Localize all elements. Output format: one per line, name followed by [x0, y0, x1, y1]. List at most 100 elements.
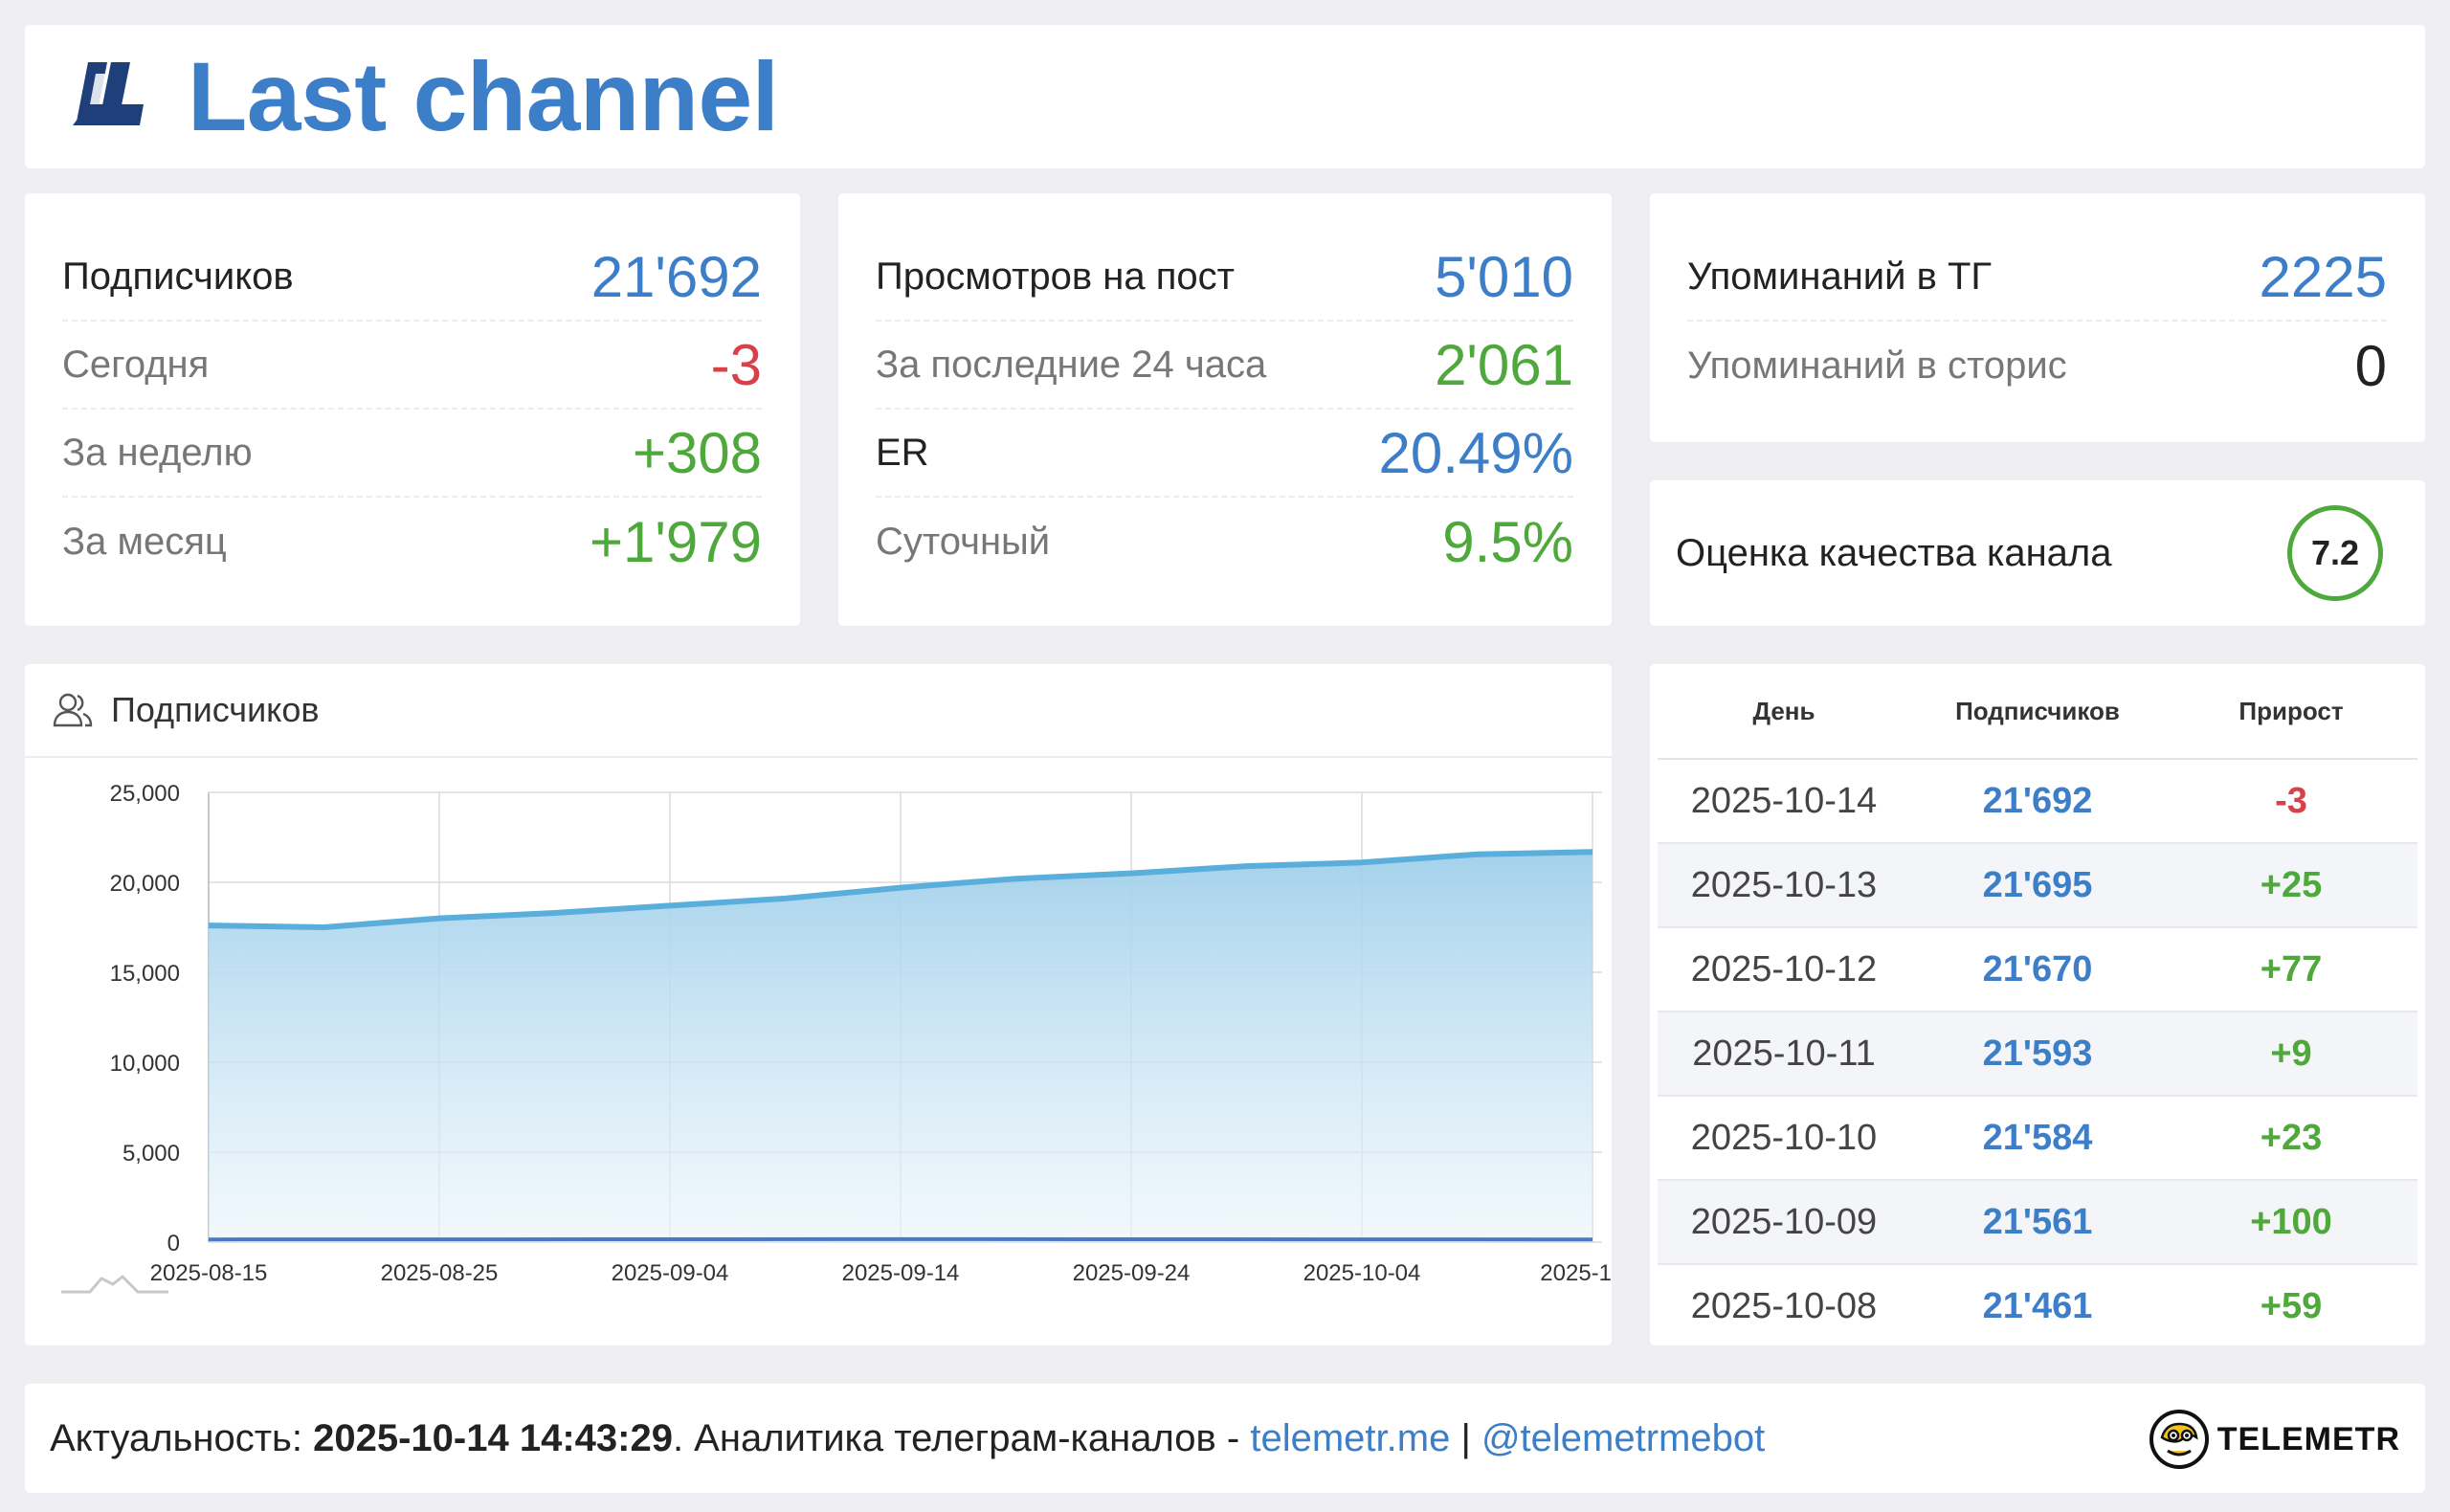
stat-row: ER 20.49%	[876, 410, 1573, 498]
quality-card: Оценка качества канала 7.2	[1650, 480, 2425, 626]
table-row: 2025-10-13 21'695 +25	[1658, 844, 2417, 928]
stat-value: -3	[710, 332, 762, 397]
table-row: 2025-10-11 21'593 +9	[1658, 1012, 2417, 1097]
stat-value: +308	[632, 420, 762, 485]
chart-header: Подписчиков	[25, 664, 1612, 758]
channel-logo-icon	[73, 62, 144, 125]
brand-name: TELEMETR	[2216, 1420, 2400, 1457]
page-title: Last channel	[188, 41, 779, 151]
stat-value: +1'979	[590, 509, 762, 574]
stat-value: 5'010	[1435, 244, 1573, 309]
daily-table-card: День Подписчиков Прирост 2025-10-14 21'69…	[1650, 664, 2425, 1345]
cell-growth: +100	[2250, 1201, 2332, 1242]
stat-row: За месяц +1'979	[62, 498, 762, 586]
stat-label: Подписчиков	[62, 255, 294, 298]
x-tick-label: 2025-08-15	[150, 1260, 268, 1286]
footer-text: Актуальность: 2025-10-14 14:43:29. Анали…	[50, 1417, 1765, 1460]
subscribers-chart: 0 5,000 10,000 15,000 20,000 25,000 2025-08-15…	[61, 781, 1612, 1294]
table-body: 2025-10-14 21'692 -3 2025-10-13 21'695 +25 202…	[1658, 760, 2417, 1345]
column-day: День	[1752, 696, 1815, 725]
cell-subscribers: 21'692	[1982, 780, 2093, 821]
cell-growth: +9	[2270, 1033, 2312, 1074]
cell-day: 2025-10-12	[1690, 948, 1878, 989]
subscribers-card: Подписчиков 21'692 Сегодня -3 За неделю +308 З…	[25, 193, 800, 626]
subscribers-line	[208, 849, 1593, 930]
stat-row: Упоминаний в сторис 0	[1687, 322, 2387, 410]
cell-growth: -3	[2275, 780, 2307, 821]
users-icon	[53, 693, 93, 727]
table-row: 2025-10-09 21'561 +100	[1658, 1181, 2417, 1265]
table-row: 2025-10-08 21'461 +59	[1658, 1265, 2417, 1345]
cell-day: 2025-10-14	[1690, 780, 1878, 821]
x-tick-label: 2025-09-14	[842, 1260, 960, 1286]
quality-label: Оценка качества канала	[1676, 531, 2112, 574]
y-tick-label: 10,000	[110, 1051, 180, 1077]
stat-row: Сегодня -3	[62, 322, 762, 410]
x-tick-label: 2025-09-24	[1073, 1260, 1191, 1286]
stat-label: Упоминаний в сторис	[1687, 344, 2067, 387]
stat-row: Подписчиков 21'692	[62, 233, 762, 322]
channel-header: Last channel	[25, 25, 2425, 168]
footer: Актуальность: 2025-10-14 14:43:29. Анали…	[25, 1384, 2425, 1493]
footer-date: 2025-10-14 14:43:29	[313, 1416, 673, 1459]
cell-subscribers: 21'593	[1982, 1033, 2093, 1074]
column-growth: Прирост	[2238, 696, 2344, 725]
x-tick-label: 2025-10-1	[1540, 1260, 1612, 1286]
table-row: 2025-10-10 21'584 +23	[1658, 1097, 2417, 1181]
y-tick-label: 0	[167, 1231, 180, 1256]
table-row: 2025-10-14 21'692 -3	[1658, 760, 2417, 844]
x-tick-label: 2025-08-25	[381, 1260, 499, 1286]
cell-subscribers: 21'670	[1982, 948, 2093, 989]
quality-score-badge: 7.2	[2287, 505, 2383, 601]
x-tick-label: 2025-10-04	[1303, 1260, 1421, 1286]
column-subscribers: Подписчиков	[1955, 696, 2120, 725]
y-tick-label: 20,000	[110, 871, 180, 897]
y-tick-label: 25,000	[110, 781, 180, 807]
navigator-icon	[61, 1274, 168, 1294]
brand[interactable]: TELEMETR	[2149, 1409, 2400, 1470]
cell-growth: +77	[2260, 948, 2323, 989]
stat-row: Суточный 9.5%	[876, 498, 1573, 586]
chart-title: Подписчиков	[111, 690, 320, 729]
cell-day: 2025-10-09	[1690, 1201, 1878, 1242]
stat-row: Упоминаний в ТГ 2225	[1687, 233, 2387, 322]
stat-label: За неделю	[62, 431, 253, 474]
stat-value: 0	[2354, 333, 2387, 398]
cell-subscribers: 21'695	[1982, 864, 2093, 905]
stat-value: 2225	[2259, 244, 2387, 309]
stat-value: 20.49%	[1378, 420, 1574, 485]
stat-label: Сегодня	[62, 343, 210, 386]
y-tick-label: 15,000	[110, 961, 180, 987]
cell-subscribers: 21'584	[1982, 1117, 2093, 1158]
footer-middle: . Аналитика телеграм-каналов -	[672, 1416, 1251, 1459]
telemetr-logo-icon	[2149, 1410, 2209, 1469]
table-row: 2025-10-12 21'670 +77	[1658, 928, 2417, 1012]
cell-day: 2025-10-13	[1690, 864, 1878, 905]
cell-day: 2025-10-11	[1692, 1033, 1876, 1074]
cell-day: 2025-10-08	[1690, 1285, 1878, 1326]
stat-label: За последние 24 часа	[876, 343, 1267, 386]
subscribers-chart-card: Подписчиков 0 5,000 10,000 15,000 20,000 25,0…	[25, 664, 1612, 1345]
stat-row: За последние 24 часа 2'061	[876, 322, 1573, 410]
stat-label: За месяц	[62, 520, 227, 563]
cell-subscribers: 21'561	[1982, 1201, 2093, 1242]
cell-growth: +23	[2260, 1117, 2323, 1158]
telemetr-bot-link[interactable]: @telemetrmebot	[1481, 1416, 1766, 1459]
cell-subscribers: 21'461	[1982, 1285, 2093, 1326]
cell-growth: +59	[2260, 1285, 2323, 1326]
stat-label: ER	[876, 431, 929, 474]
stat-label: Просмотров на пост	[876, 255, 1235, 298]
mentions-card: Упоминаний в ТГ 2225 Упоминаний в сторис 0	[1650, 193, 2425, 442]
stat-row: Просмотров на пост 5'010	[876, 233, 1573, 322]
stat-value: 9.5%	[1442, 509, 1573, 574]
views-card: Просмотров на пост 5'010 За последние 24 ч…	[838, 193, 1612, 626]
footer-separator: |	[1450, 1416, 1481, 1459]
cell-day: 2025-10-10	[1690, 1117, 1878, 1158]
stat-label: Суточный	[876, 520, 1051, 563]
x-tick-label: 2025-09-04	[612, 1260, 729, 1286]
telemetr-link[interactable]: telemetr.me	[1250, 1416, 1451, 1459]
y-tick-label: 5,000	[122, 1141, 180, 1167]
stat-value: 21'692	[590, 244, 762, 309]
stat-row: За неделю +308	[62, 410, 762, 498]
footer-prefix: Актуальность:	[50, 1416, 314, 1459]
